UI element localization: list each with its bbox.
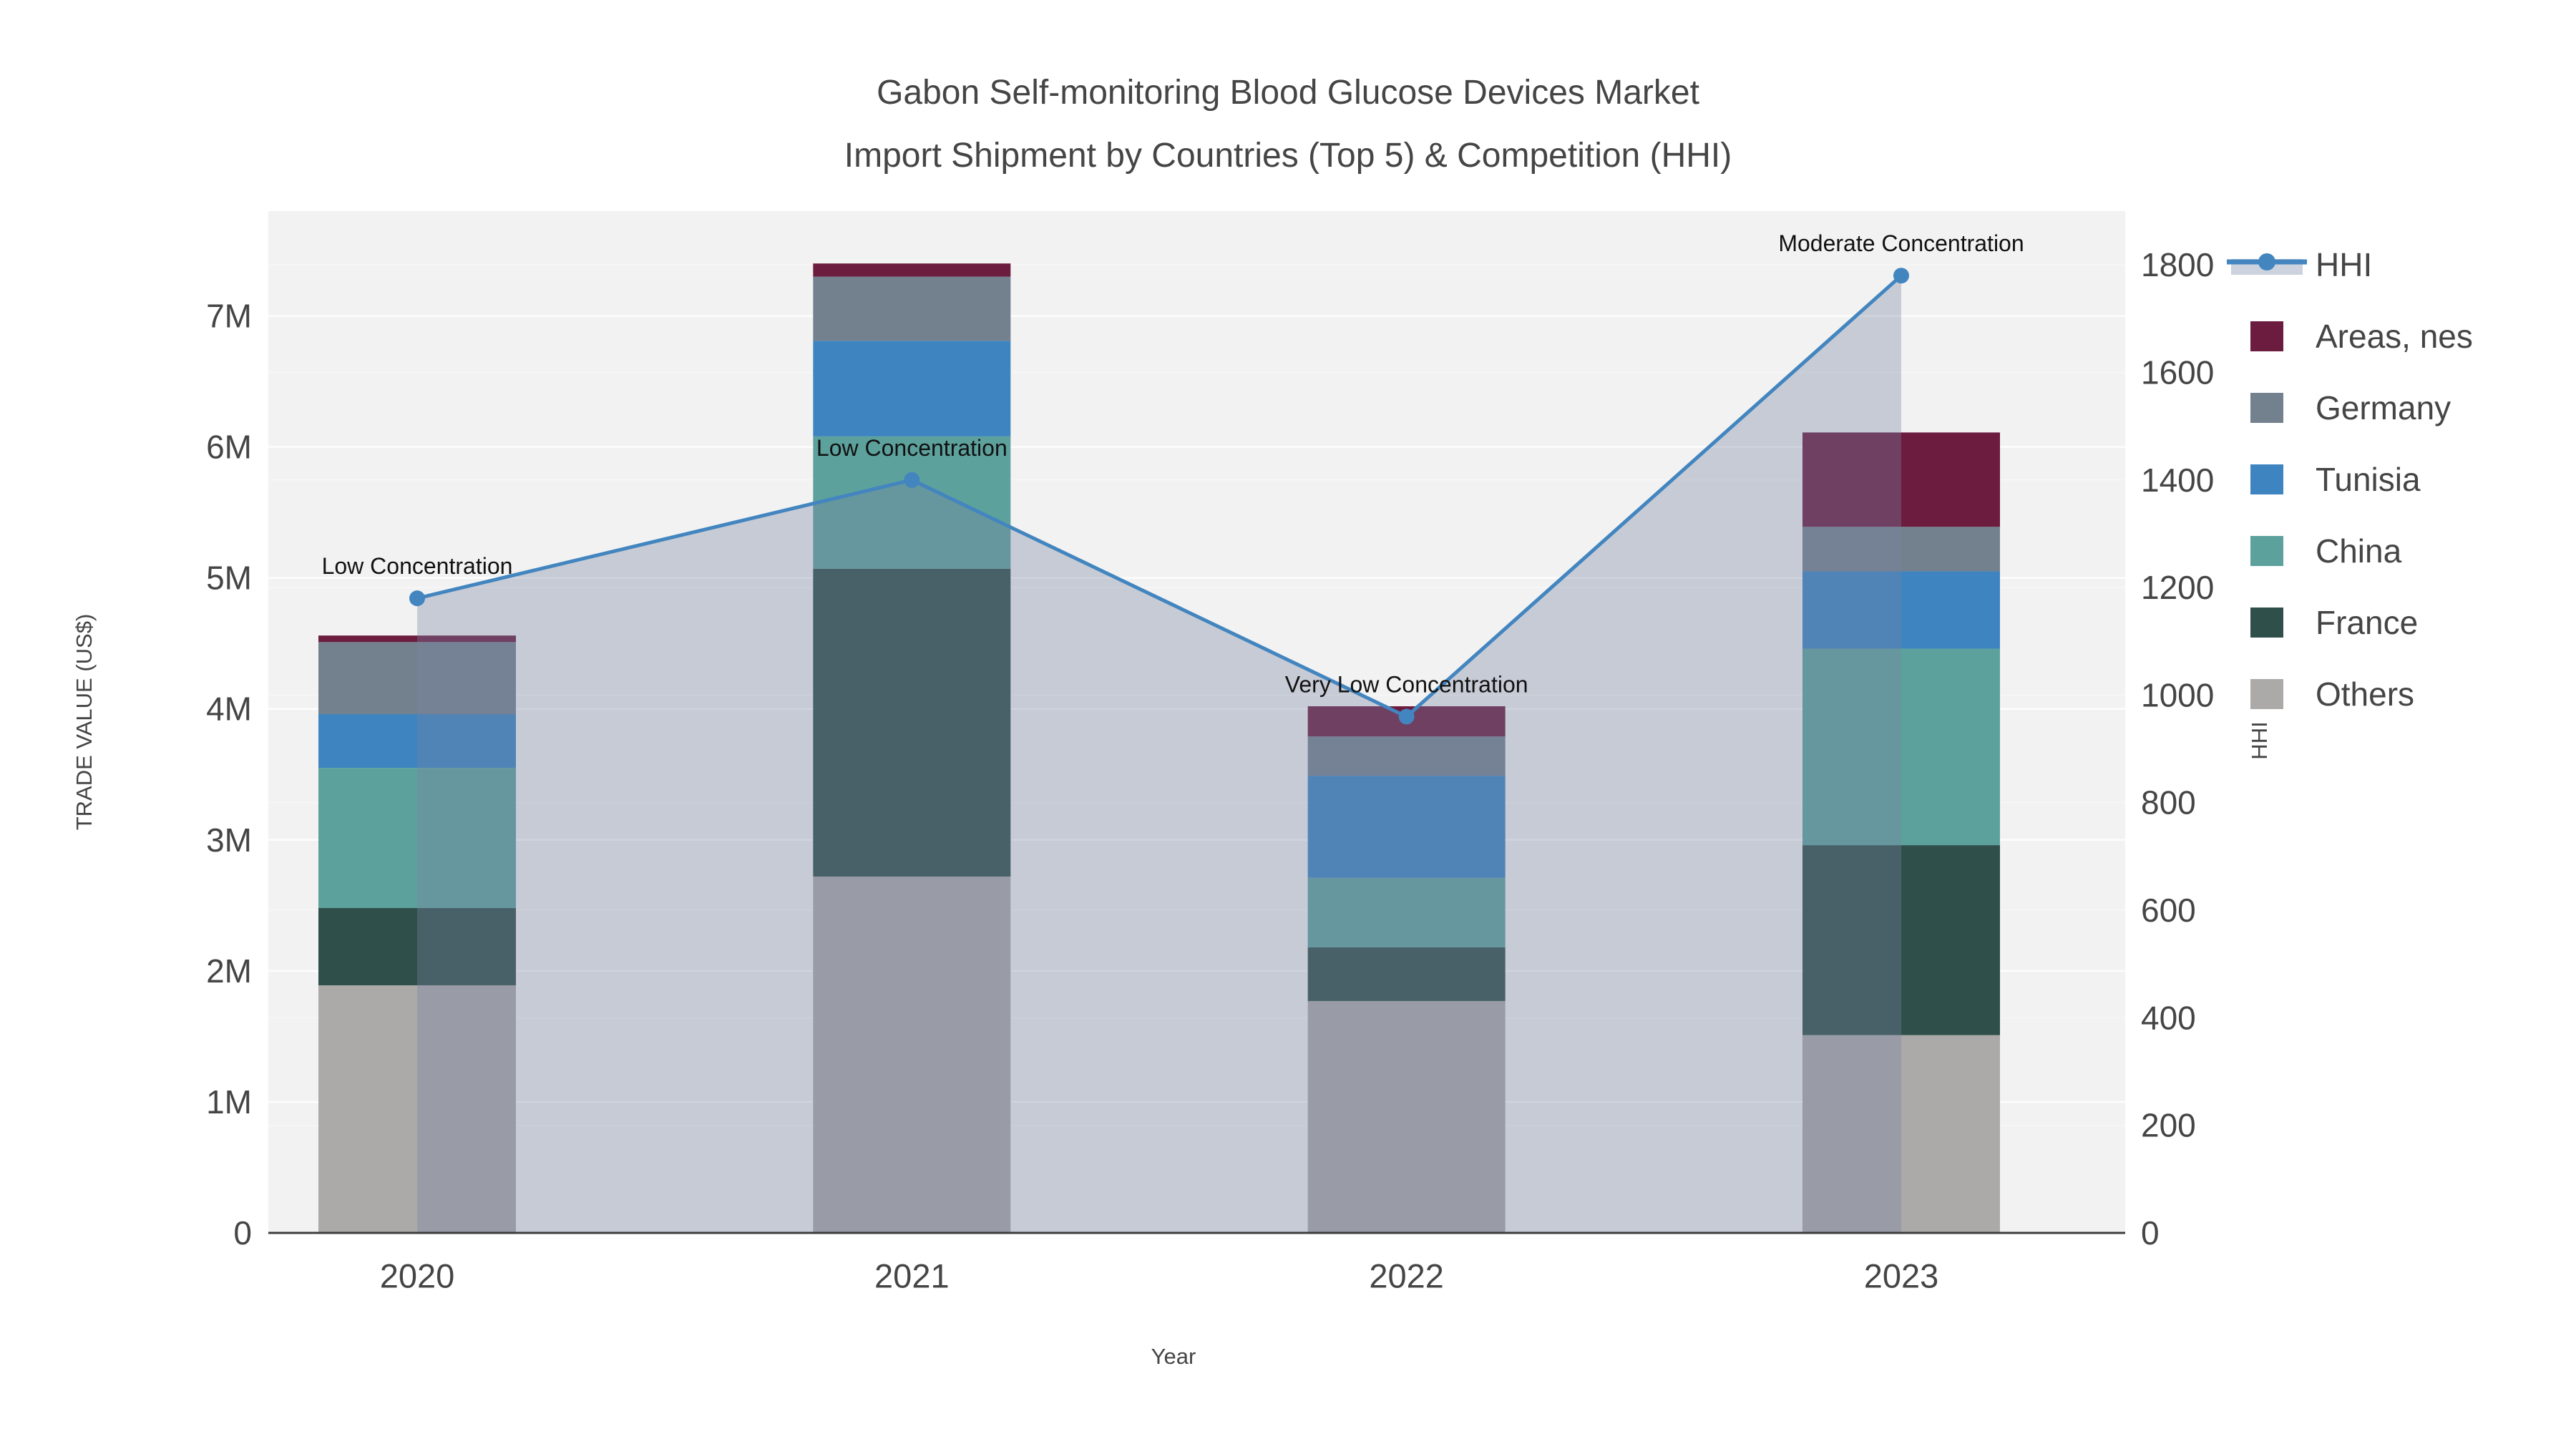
x-axis-title: Year	[1151, 1344, 1196, 1369]
y-axis-title-right: HHI	[2247, 721, 2272, 760]
chart-title-line1: Gabon Self-monitoring Blood Glucose Devi…	[877, 74, 1699, 112]
bar-segment-2020-areas--nes	[318, 635, 516, 643]
bar-segment-2020-others	[318, 985, 516, 1233]
y-tick-left-6M: 6M	[206, 429, 252, 466]
y-tick-right-200: 200	[2141, 1107, 2196, 1144]
hhi-area-fill	[417, 275, 1901, 1234]
legend-label: France	[2316, 604, 2418, 641]
legend-swatch	[2250, 393, 2283, 423]
bar-segment-2022-china	[1307, 877, 1506, 947]
bar-segment-2021-china	[813, 436, 1011, 569]
legend-item-tunisia[interactable]: Tunisia	[2250, 461, 2421, 498]
bar-segment-2023-tunisia	[1802, 571, 2000, 649]
x-tick-2023: 2023	[1864, 1257, 1939, 1294]
y-axis-title-left: TRADE VALUE (US$)	[72, 613, 97, 831]
bar-segment-2022-france	[1307, 947, 1506, 1001]
legend-label: Others	[2316, 675, 2414, 713]
y-tick-left-7M: 7M	[206, 297, 252, 334]
legend-label: HHI	[2316, 246, 2372, 283]
annotation-2023: Moderate Concentration	[1778, 230, 2024, 256]
legend-item-others[interactable]: Others	[2250, 675, 2414, 713]
x-tick-2020: 2020	[380, 1257, 455, 1294]
legend-label: Tunisia	[2316, 461, 2421, 498]
y-tick-right-400: 400	[2141, 999, 2196, 1036]
bar-segment-2023-france	[1802, 845, 2000, 1035]
legend-swatch	[2250, 679, 2283, 709]
y-tick-right-1800: 1800	[2141, 246, 2214, 283]
hhi-marker-2021	[904, 472, 920, 488]
y-tick-right-600: 600	[2141, 892, 2196, 929]
bar-segment-2022-germany	[1307, 736, 1506, 776]
y-tick-right-1200: 1200	[2141, 569, 2214, 606]
bar-segment-2023-germany	[1802, 527, 2000, 572]
y-tick-left-2M: 2M	[206, 952, 252, 990]
legend-item-china[interactable]: China	[2250, 532, 2402, 570]
hhi-marker-2022	[1398, 708, 1415, 725]
legend-item-germany[interactable]: Germany	[2250, 389, 2451, 426]
hhi-line	[416, 274, 1903, 719]
y-tick-left-1M: 1M	[206, 1083, 252, 1121]
y-tick-right-1600: 1600	[2141, 353, 2214, 391]
y-tick-right-1400: 1400	[2141, 462, 2214, 499]
bar-segment-2023-china	[1802, 648, 2000, 846]
bar-segment-2023-others	[1802, 1035, 2000, 1233]
legend-swatch	[2250, 321, 2283, 351]
bar-segment-2020-germany	[318, 642, 516, 715]
y-tick-left-4M: 4M	[206, 691, 252, 728]
bar-segment-2020-tunisia	[318, 714, 516, 769]
bar-segment-2020-france	[318, 907, 516, 985]
chart-title-line2: Import Shipment by Countries (Top 5) & C…	[844, 137, 1732, 175]
bar-segment-2021-france	[813, 568, 1011, 877]
legend-label: China	[2316, 532, 2402, 570]
x-tick-2021: 2021	[874, 1257, 950, 1294]
bar-segment-2021-tunisia	[813, 341, 1011, 436]
legend-hhi-marker-sample	[2258, 253, 2275, 270]
bar-segment-2020-china	[318, 768, 516, 908]
hhi-marker-2020	[409, 590, 425, 607]
annotation-2020: Low Concentration	[322, 553, 513, 579]
y-tick-right-800: 800	[2141, 784, 2196, 821]
annotation-2021: Low Concentration	[816, 435, 1008, 461]
bar-segment-2021-germany	[813, 276, 1011, 341]
legend-swatch	[2250, 464, 2283, 494]
legend-item-areas--nes[interactable]: Areas, nes	[2250, 318, 2473, 355]
y-tick-left-3M: 3M	[206, 821, 252, 859]
bar-segment-2021-others	[813, 877, 1011, 1233]
bar-segment-2022-tunisia	[1307, 776, 1506, 878]
legend-label: Areas, nes	[2316, 318, 2473, 355]
bar-segment-2023-areas--nes	[1802, 432, 2000, 527]
legend-item-france[interactable]: France	[2250, 604, 2418, 641]
annotation-2022: Very Low Concentration	[1285, 671, 1528, 697]
legend-swatch	[2250, 608, 2283, 638]
y-tick-left-5M: 5M	[206, 560, 252, 597]
bar-segment-2022-others	[1307, 1000, 1506, 1233]
x-tick-2022: 2022	[1369, 1257, 1444, 1294]
legend-item-hhi[interactable]: HHI	[2227, 246, 2372, 283]
legend-label: Germany	[2316, 389, 2451, 426]
y-tick-left-0: 0	[233, 1214, 252, 1252]
y-tick-right-1000: 1000	[2141, 676, 2214, 713]
legend-swatch	[2250, 536, 2283, 566]
bar-segment-2021-areas--nes	[813, 263, 1011, 277]
y-tick-right-0: 0	[2141, 1214, 2160, 1252]
hhi-marker-2023	[1893, 268, 1909, 284]
